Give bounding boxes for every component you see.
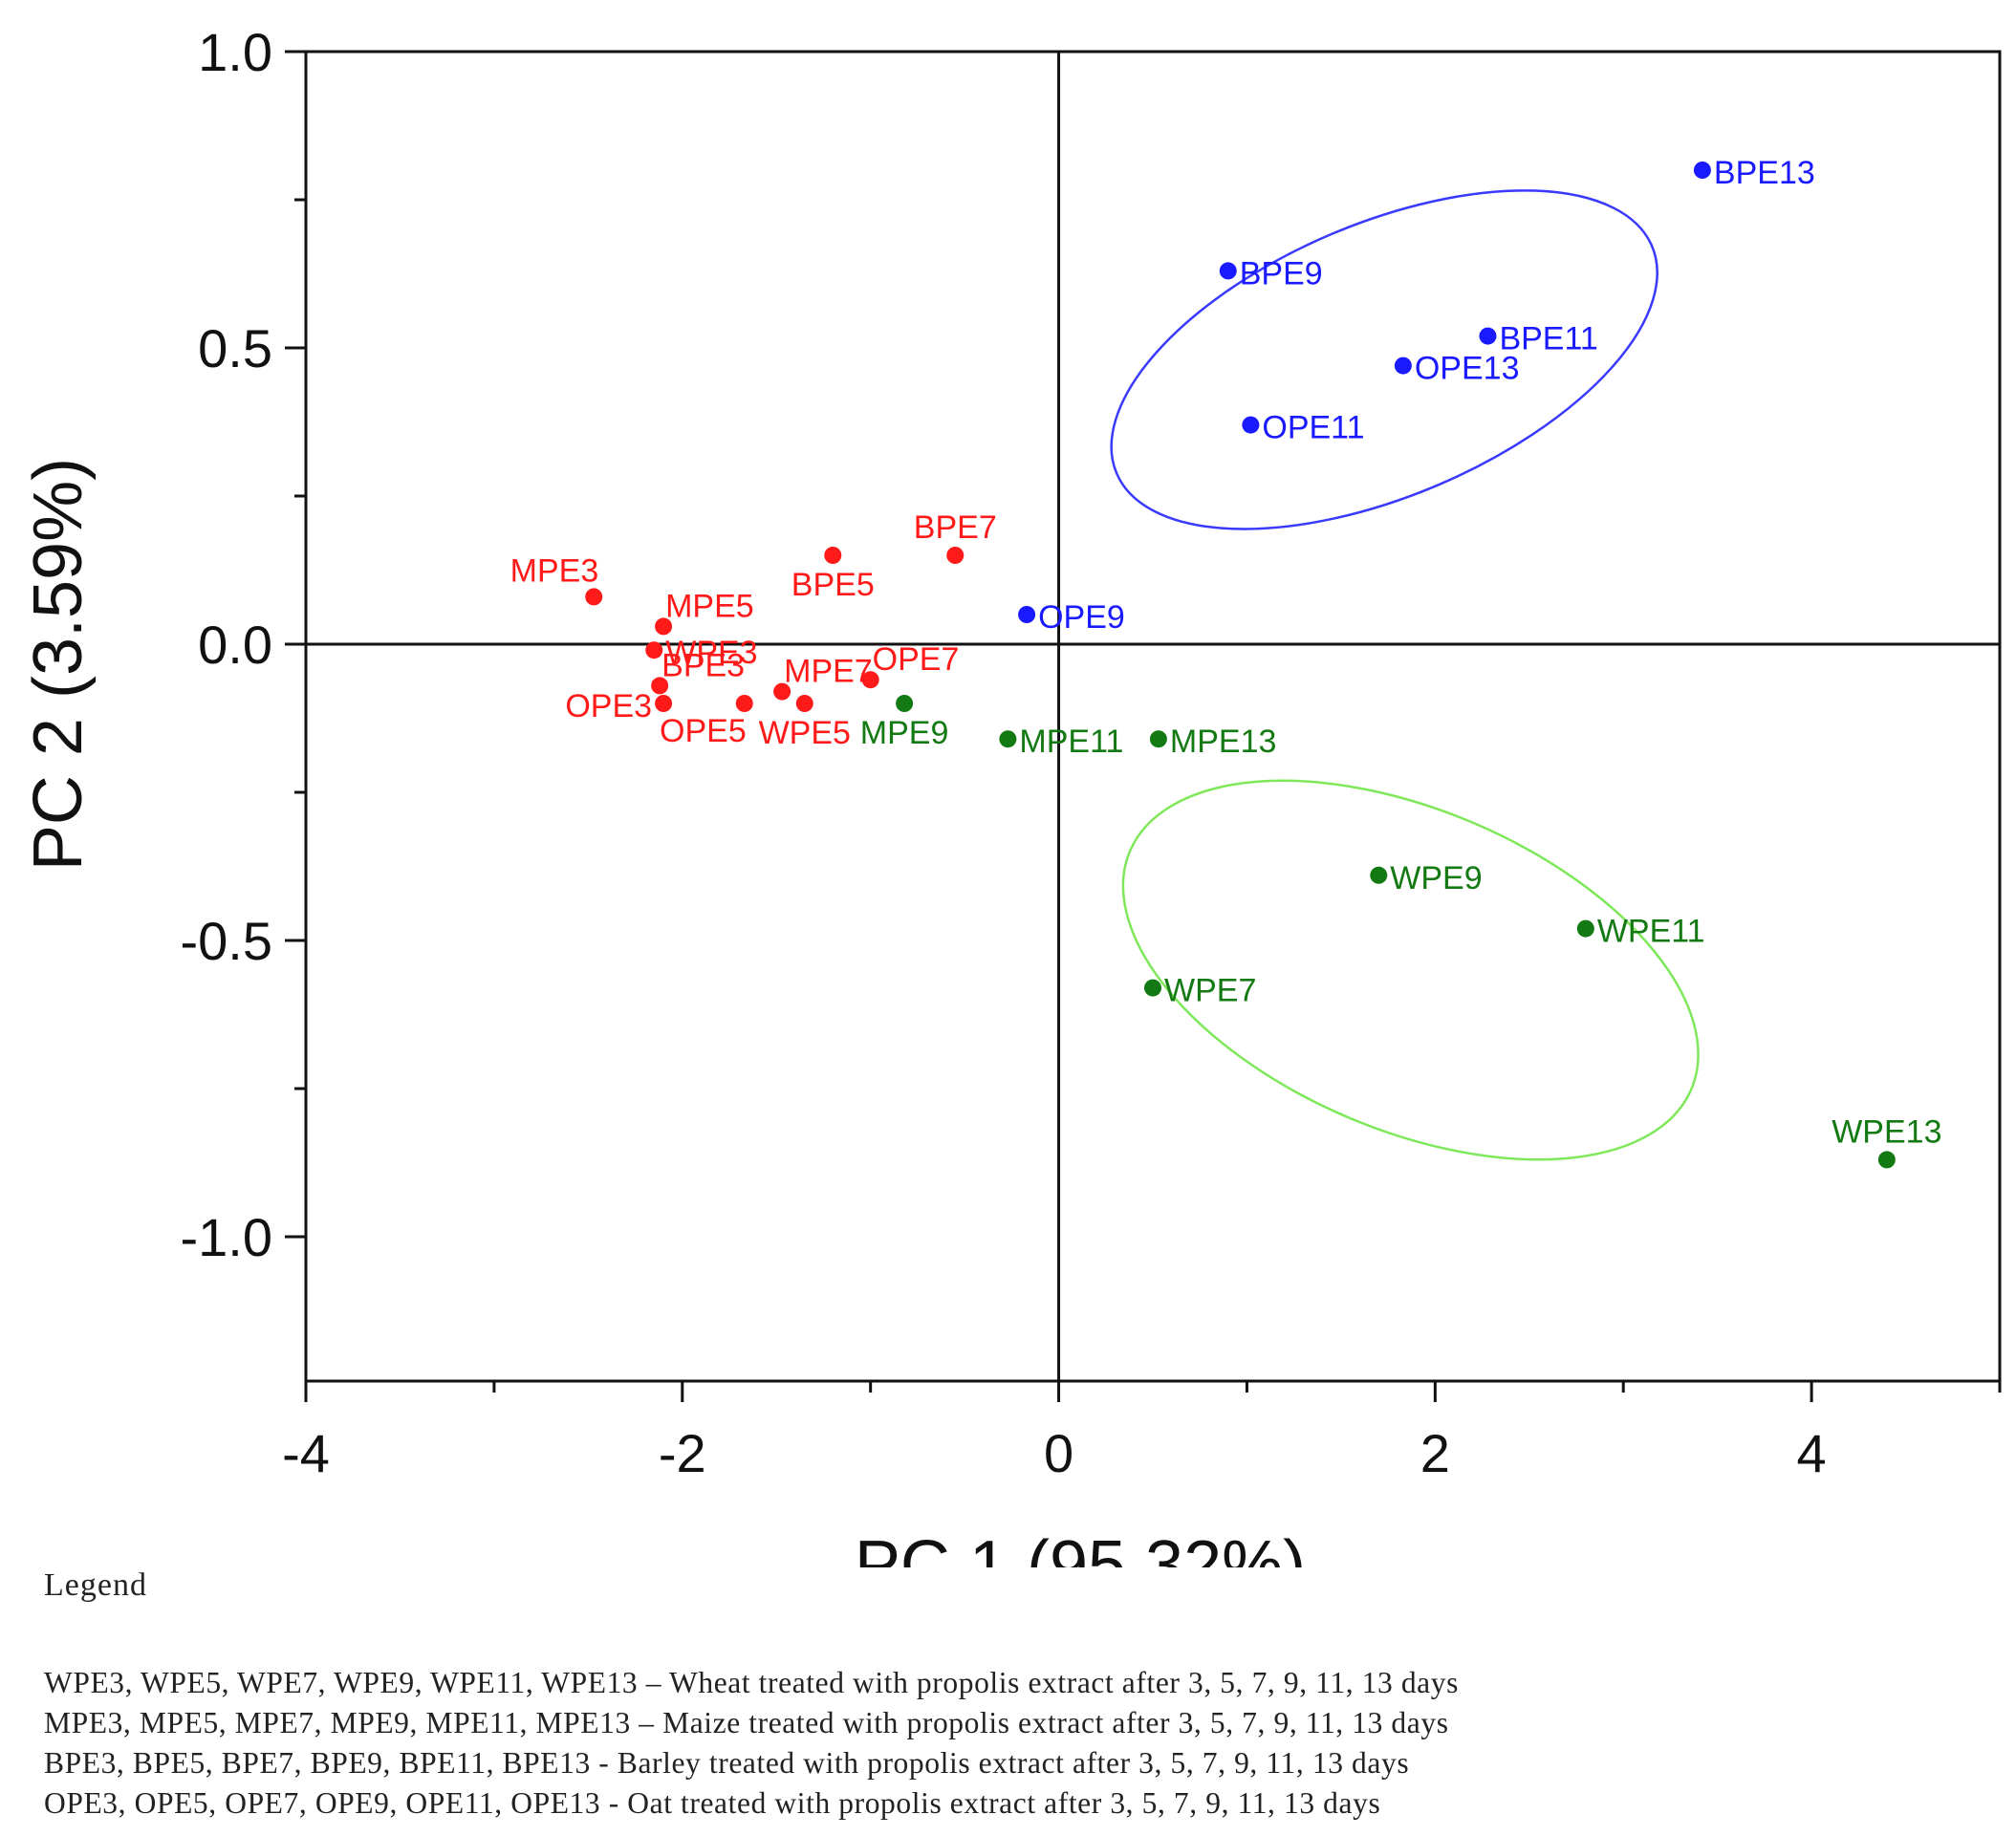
point-BPE5 [824, 547, 842, 564]
point-OPE7 [861, 671, 879, 689]
point-MPE5 [655, 617, 673, 636]
point-label-BPE13: BPE13 [1714, 155, 1815, 191]
point-MPE3 [585, 588, 603, 606]
point-label-OPE11: OPE11 [1262, 410, 1364, 446]
point-label-WPE13: WPE13 [1832, 1113, 1941, 1150]
point-BPE3 [651, 677, 669, 695]
point-WPE11 [1576, 919, 1594, 938]
point-BPE11 [1479, 327, 1497, 345]
legend-line-wheat: WPE3, WPE5, WPE7, WPE9, WPE11, WPE13 – W… [44, 1666, 1459, 1699]
point-label-OPE13: OPE13 [1415, 351, 1520, 387]
point-label-MPE3: MPE3 [510, 552, 599, 589]
point-label-OPE7: OPE7 [873, 641, 960, 678]
point-OPE3 [655, 695, 673, 712]
x-tick-label: 2 [1420, 1423, 1450, 1483]
y-axis-label: PC 2 (3.59%) [20, 458, 97, 871]
point-BPE9 [1219, 262, 1237, 280]
point-OPE9 [1018, 606, 1036, 623]
point-label-MPE13: MPE13 [1170, 724, 1277, 760]
point-label-WPE11: WPE11 [1597, 914, 1705, 950]
point-label-WPE5: WPE5 [759, 715, 851, 751]
blue-confidence-ellipse [1110, 189, 1658, 530]
plot-frame [304, 50, 2002, 1383]
legend-line-barley: BPE3, BPE5, BPE7, BPE9, BPE11, BPE13 - B… [44, 1746, 1410, 1780]
x-tick-label: 4 [1797, 1423, 1827, 1483]
point-OPE5 [735, 695, 753, 712]
point-WPE3 [645, 641, 663, 659]
x-tick-label: -4 [282, 1423, 330, 1483]
point-label-OPE9: OPE9 [1038, 599, 1125, 636]
point-WPE9 [1370, 866, 1388, 884]
x-axis-label: PC 1 (95.32%) [855, 1527, 1306, 1567]
point-MPE7 [773, 682, 791, 701]
point-BPE7 [946, 547, 965, 564]
legend-line-maize: MPE3, MPE5, MPE7, MPE9, MPE11, MPE13 – M… [44, 1706, 1449, 1739]
legend-title: Legend [44, 1567, 147, 1603]
point-label-MPE9: MPE9 [860, 715, 949, 751]
ellipse-layer [1110, 189, 1700, 1161]
y-tick-label: 1.0 [198, 22, 272, 82]
point-MPE9 [896, 695, 914, 712]
point-WPE7 [1144, 979, 1161, 997]
point-MPE11 [999, 730, 1017, 748]
x-tick-label: -2 [659, 1423, 706, 1483]
green-confidence-ellipse [1121, 779, 1700, 1161]
point-label-BPE9: BPE9 [1240, 255, 1323, 292]
point-label-BPE3: BPE3 [661, 647, 745, 683]
y-tick-label: 0.0 [198, 615, 272, 675]
point-label-WPE9: WPE9 [1390, 860, 1482, 896]
point-label-WPE3: WPE3 [665, 635, 757, 671]
y-tick-label: 0.5 [198, 318, 272, 378]
point-label-MPE11: MPE11 [1019, 724, 1123, 760]
point-WPE5 [795, 695, 813, 712]
point-label-BPE11: BPE11 [1499, 321, 1597, 357]
point-label-BPE5: BPE5 [791, 567, 875, 603]
legend: Legend WPE3, WPE5, WPE7, WPE9, WPE11, WP… [44, 1567, 1994, 1824]
y-tick-label: -1.0 [181, 1207, 273, 1267]
point-BPE13 [1693, 162, 1711, 179]
pca-scatter-chart: -4 -2 0 2 41.00.50.0-0.5-1.0 MPE3MPE5WPE3BPE… [20, 22, 2002, 1567]
point-WPE13 [1877, 1151, 1896, 1169]
point-OPE13 [1394, 356, 1412, 375]
x-tick-label: 0 [1044, 1423, 1073, 1483]
y-tick-label: -0.5 [181, 911, 273, 971]
point-label-BPE7: BPE7 [914, 509, 997, 546]
point-label-MPE5: MPE5 [665, 588, 754, 624]
point-MPE13 [1149, 730, 1167, 748]
point-label-WPE7: WPE7 [1164, 973, 1256, 1009]
point-OPE11 [1242, 416, 1260, 434]
point-label-MPE7: MPE7 [784, 654, 873, 690]
point-label-OPE3: OPE3 [565, 688, 652, 724]
chart-axes-layer: -4 -2 0 2 4 1.0 0.5 0.0 -0.5 -1.0 [181, 22, 2002, 1483]
legend-line-oat: OPE3, OPE5, OPE7, OPE9, OPE11, OPE13 - O… [44, 1786, 1381, 1820]
point-label-OPE5: OPE5 [660, 713, 747, 749]
